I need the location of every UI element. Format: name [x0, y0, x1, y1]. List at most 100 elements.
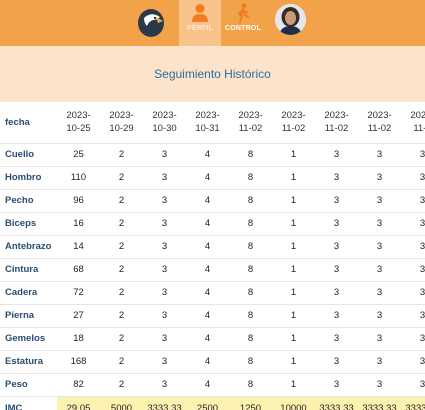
table-cell: 3 — [315, 166, 358, 190]
table-cell: 3 — [401, 189, 425, 213]
table-row: Gemelos 18 2 3 4 8 1 3 3 3 — [0, 327, 425, 351]
table-cell: 3 — [315, 235, 358, 259]
table-cell: 27 — [57, 304, 100, 328]
table-cell: 1 — [272, 327, 315, 351]
column-header-date: 2023- 11-02 — [229, 102, 272, 144]
row-label-imc: IMC — [0, 396, 57, 410]
table-row: Estatura 168 2 3 4 8 1 3 3 3 — [0, 350, 425, 374]
imc-cell: 3333.33 — [315, 396, 358, 410]
table-cell: 1 — [272, 189, 315, 213]
date-month-day: 10-31 — [195, 123, 220, 135]
column-header-date: 2023- 11-02 — [358, 102, 401, 144]
date-month-day: 10-30 — [152, 123, 177, 135]
date-year: 2023- — [324, 110, 349, 122]
table-row: Pecho 96 2 3 4 8 1 3 3 3 — [0, 189, 425, 213]
table-cell: 8 — [229, 189, 272, 213]
imc-cell: 10000 — [272, 396, 315, 410]
column-header-date: 2023- 10-25 — [57, 102, 100, 144]
table-cell: 1 — [272, 258, 315, 282]
table-cell: 3 — [143, 189, 186, 213]
table-cell: 1 — [272, 350, 315, 374]
table-cell: 4 — [186, 281, 229, 305]
table-cell: 2 — [100, 304, 143, 328]
table-cell: 2 — [100, 327, 143, 351]
table-row: Cintura 68 2 3 4 8 1 3 3 3 — [0, 258, 425, 282]
date-year: 2023- — [109, 110, 134, 122]
table-cell: 16 — [57, 212, 100, 236]
row-label: Hombro — [0, 166, 57, 190]
column-header-date: 2023- 11-02 — [272, 102, 315, 144]
date-month-day: 11-0 — [413, 123, 425, 135]
person-icon — [192, 4, 208, 22]
table-cell: 3 — [358, 350, 401, 374]
table-cell: 3 — [401, 373, 425, 397]
table-cell: 1 — [272, 235, 315, 259]
tab-control[interactable]: CONTROL — [219, 0, 267, 46]
table-cell: 4 — [186, 327, 229, 351]
table-cell: 2 — [100, 235, 143, 259]
date-year: 2023- — [238, 110, 263, 122]
table-cell: 4 — [186, 235, 229, 259]
row-label: Cuello — [0, 143, 57, 167]
table-cell: 82 — [57, 373, 100, 397]
table-cell: 3 — [315, 212, 358, 236]
eagle-logo-icon[interactable] — [136, 6, 166, 38]
table-cell: 168 — [57, 350, 100, 374]
table-cell: 3 — [315, 304, 358, 328]
table-cell: 2 — [100, 143, 143, 167]
row-label: Cadera — [0, 281, 57, 305]
tab-perfil[interactable]: PERFIL — [179, 0, 221, 46]
table-cell: 1 — [272, 373, 315, 397]
row-label: Biceps — [0, 212, 57, 236]
table-cell: 4 — [186, 212, 229, 236]
table-cell: 110 — [57, 166, 100, 190]
table-cell: 3 — [143, 373, 186, 397]
table-cell: 3 — [401, 143, 425, 167]
table-cell: 2 — [100, 189, 143, 213]
table-cell: 4 — [186, 189, 229, 213]
table-row: Cadera 72 2 3 4 8 1 3 3 3 — [0, 281, 425, 305]
tab-perfil-label: PERFIL — [186, 25, 214, 32]
date-year: 2023- — [152, 110, 177, 122]
top-nav-bar: PERFIL CONTROL — [0, 0, 425, 46]
table-cell: 4 — [186, 350, 229, 374]
table-cell: 3 — [358, 143, 401, 167]
table-cell: 3 — [143, 281, 186, 305]
table-cell: 8 — [229, 235, 272, 259]
table-row: Hombro 110 2 3 4 8 1 3 3 3 — [0, 166, 425, 190]
imc-cell: 3333.33 — [401, 396, 425, 410]
table-cell: 8 — [229, 143, 272, 167]
row-label: Cintura — [0, 258, 57, 282]
table-cell: 3 — [358, 189, 401, 213]
date-year: 2023- — [281, 110, 306, 122]
user-avatar[interactable] — [275, 4, 306, 35]
column-header-date: 2023- 11-02 — [315, 102, 358, 144]
column-header-date: 2023-11-0 — [401, 102, 425, 144]
walking-icon — [238, 3, 249, 23]
table-cell: 3 — [358, 304, 401, 328]
date-year: 2023- — [410, 110, 425, 122]
date-month-day: 11-02 — [281, 123, 306, 135]
imc-cell: 3333.33 — [358, 396, 401, 410]
table-cell: 3 — [315, 189, 358, 213]
table-cell: 3 — [143, 327, 186, 351]
table-cell: 3 — [315, 327, 358, 351]
table-cell: 3 — [143, 304, 186, 328]
table-cell: 4 — [186, 166, 229, 190]
page-title: Seguimiento Histórico — [154, 67, 271, 81]
table-cell: 25 — [57, 143, 100, 167]
table-cell: 8 — [229, 166, 272, 190]
row-label: Estatura — [0, 350, 57, 374]
table-cell: 8 — [229, 327, 272, 351]
table-cell: 8 — [229, 258, 272, 282]
table-cell: 3 — [358, 281, 401, 305]
table-cell: 3 — [358, 327, 401, 351]
table-cell: 3 — [143, 143, 186, 167]
row-label: Antebrazo — [0, 235, 57, 259]
table-cell: 3 — [358, 235, 401, 259]
table-cell: 3 — [358, 373, 401, 397]
table-cell: 3 — [401, 350, 425, 374]
table-cell: 3 — [358, 258, 401, 282]
page-header: Seguimiento Histórico — [0, 46, 425, 102]
table-cell: 3 — [143, 212, 186, 236]
